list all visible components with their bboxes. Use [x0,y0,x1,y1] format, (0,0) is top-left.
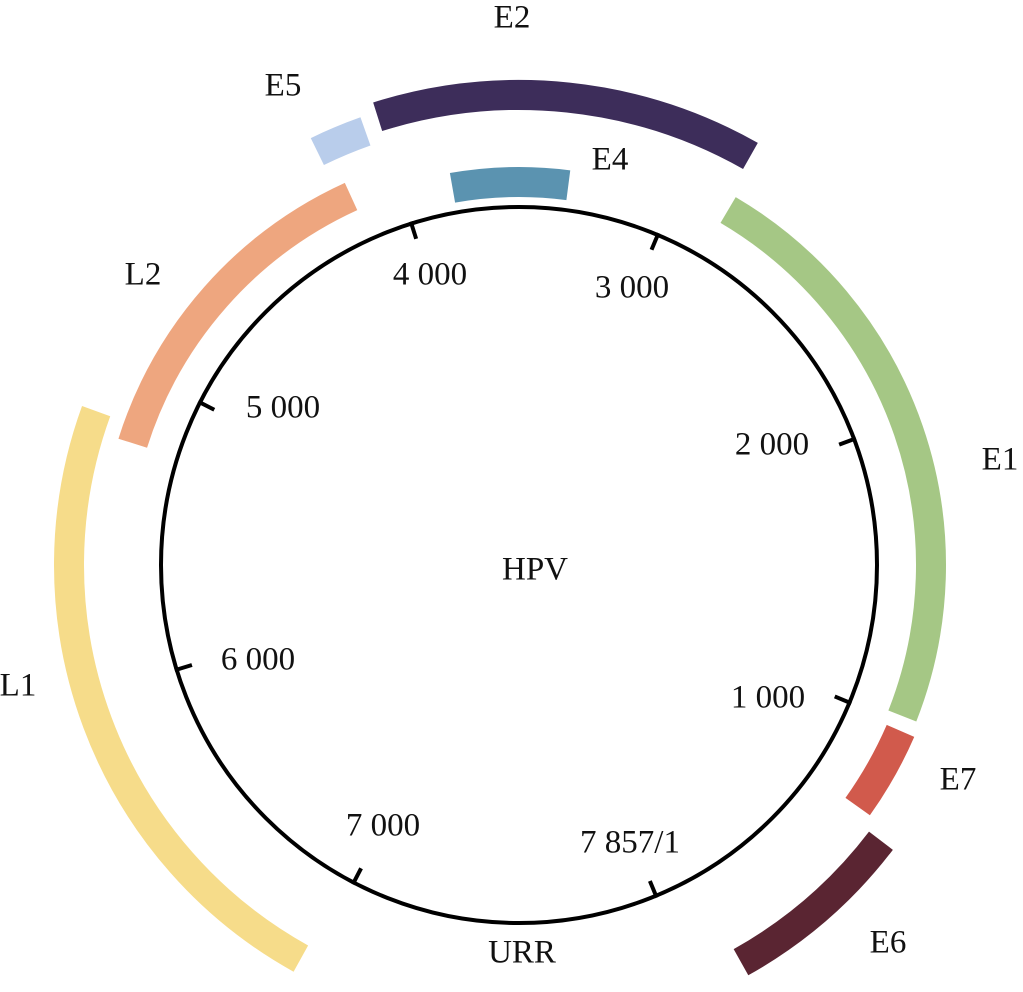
center-label: HPV [502,552,568,588]
gene-label: E2 [494,0,531,36]
tick-label: 7 857/1 [580,825,680,861]
tick-label: 3 000 [595,270,669,306]
region-label: URR [488,935,556,971]
gene-arc [733,831,893,976]
tick-mark [350,867,363,886]
tick-mark [833,694,853,706]
gene-arc [310,117,371,166]
genome-circle [159,205,879,925]
tick-label: 4 000 [393,257,467,293]
tick-label: 1 000 [731,680,805,716]
tick-label: 5 000 [246,390,320,426]
tick-label: 6 000 [221,642,295,678]
gene-arc [720,197,946,722]
gene-arc [373,80,758,169]
tick-mark [197,399,216,412]
tick-mark [648,880,659,899]
tick-mark [649,232,661,251]
gene-label: L1 [0,668,36,704]
gene-label: E7 [940,762,977,798]
gene-label: E4 [592,142,629,178]
tick-mark [174,663,193,673]
tick-label: 7 000 [346,808,420,844]
tick-mark [408,221,419,240]
gene-arc [449,167,571,203]
tick-label: 2 000 [735,427,809,463]
gene-label: L2 [125,257,162,293]
gene-arc [54,405,309,972]
gene-label: E5 [265,68,302,104]
gene-arc [845,724,915,816]
gene-arc [118,182,358,448]
gene-label: E1 [982,442,1019,478]
gene-label: E6 [870,925,907,961]
tick-mark [838,436,857,447]
